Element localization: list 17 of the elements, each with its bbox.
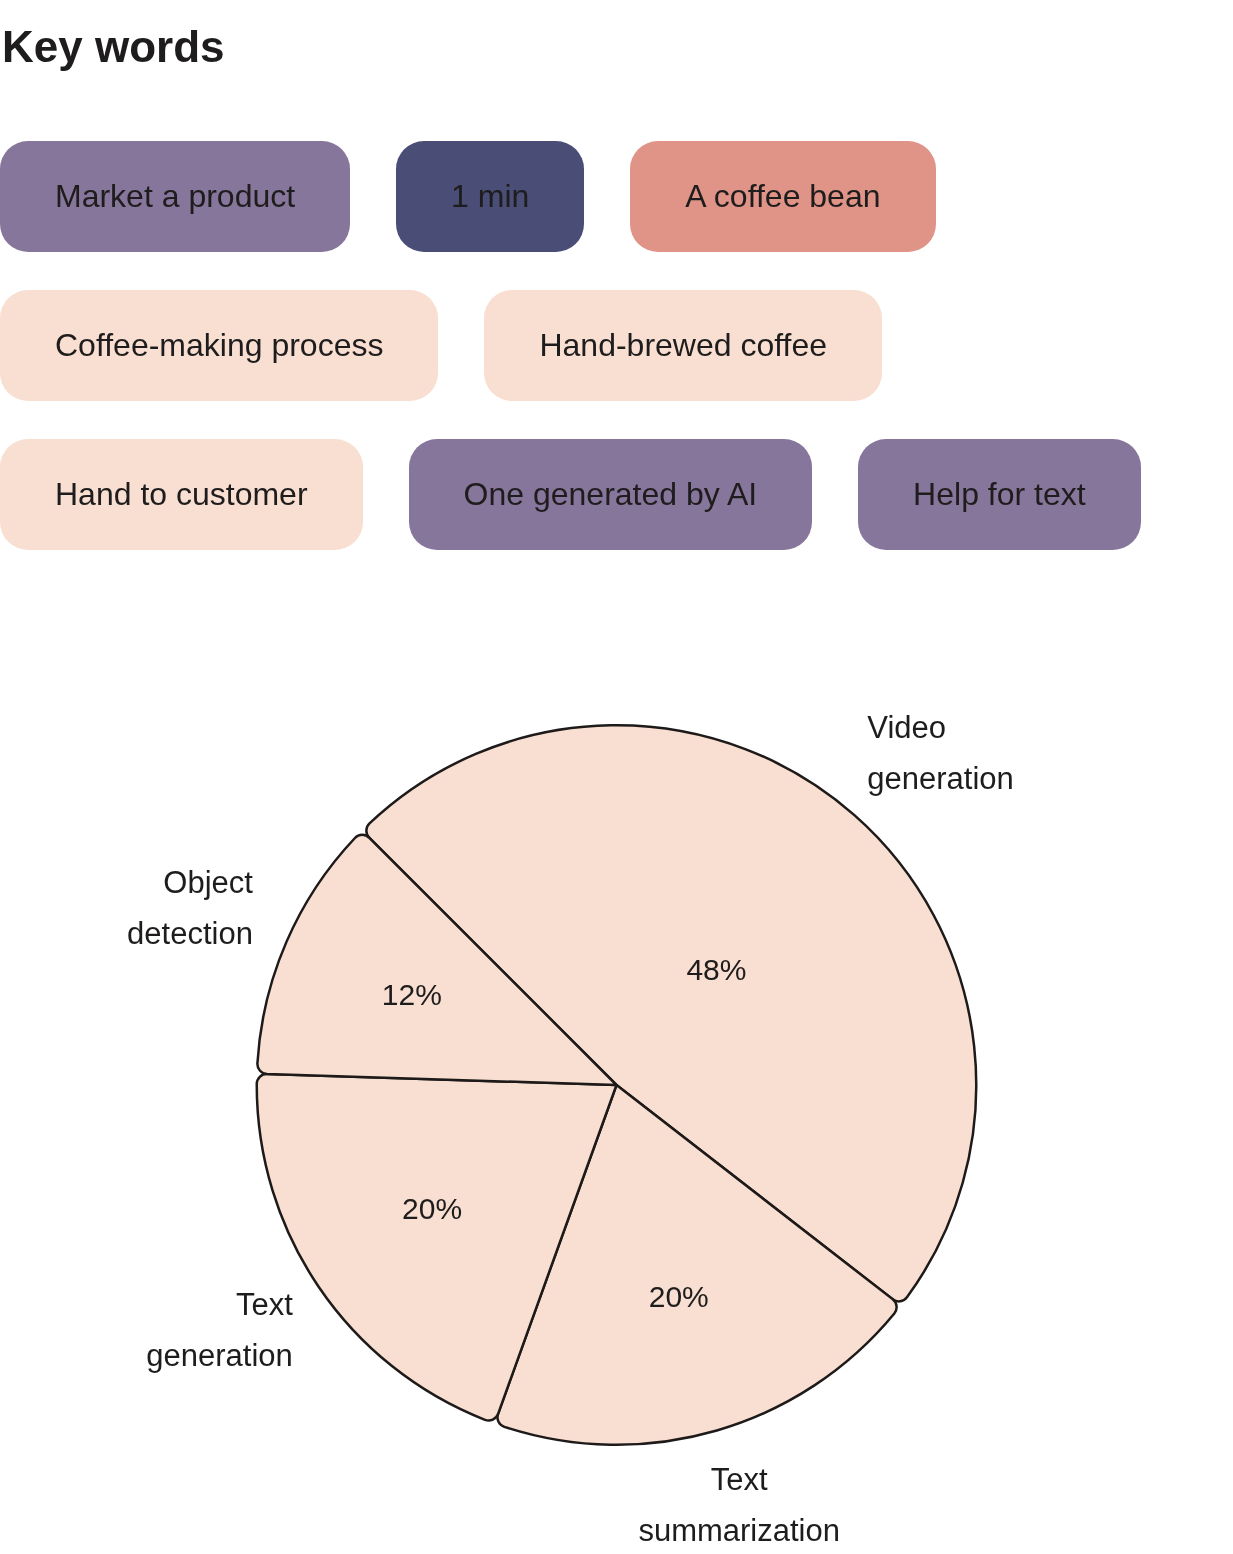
data-label: 48% [686, 952, 747, 986]
keyword-chip: 1 min [396, 141, 585, 252]
keyword-chip: Coffee-making process [0, 290, 439, 401]
data-label: 20% [402, 1191, 463, 1225]
keyword-chip: A coffee bean [630, 141, 936, 252]
data-label: 20% [648, 1280, 709, 1314]
keyword-chip: Hand to customer [0, 439, 363, 550]
slice-label: Object detection [127, 865, 254, 952]
keyword-chip: Hand-brewed coffee [484, 290, 883, 401]
slice-label: Text summarization [638, 1462, 840, 1549]
keyword-chip: One generated by AI [408, 439, 813, 550]
slice-label: Text generation [146, 1287, 294, 1374]
slice-label: Video generation [867, 710, 1014, 797]
data-label: 12% [381, 977, 442, 1011]
text: Key words [2, 22, 225, 72]
keyword-chip: Help for text [858, 439, 1141, 550]
keyword-chip: Market a product [0, 141, 351, 252]
